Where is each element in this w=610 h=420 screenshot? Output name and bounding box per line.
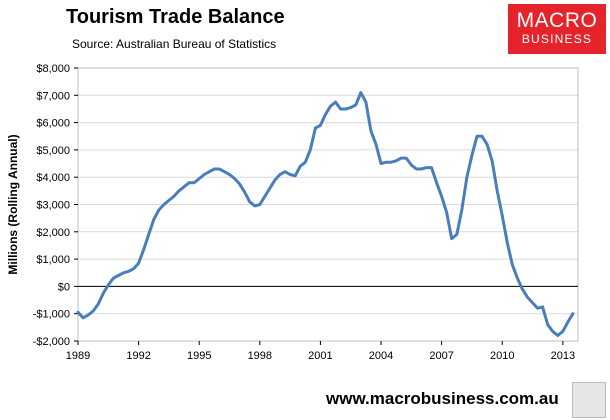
macrobusiness-logo: MACRO BUSINESS	[508, 4, 606, 54]
y-tick-label: $0	[58, 281, 70, 293]
y-tick-label: $6,000	[36, 118, 70, 130]
x-tick-label: 1989	[66, 350, 90, 362]
x-tick-label: 2010	[490, 350, 514, 362]
wolf-logo-icon	[572, 382, 606, 418]
website-url: www.macrobusiness.com.au	[326, 389, 559, 408]
series-group	[76, 91, 575, 337]
chart-source: Source: Australian Bureau of Statistics	[72, 37, 277, 51]
x-tick-label: 1992	[126, 350, 150, 362]
y-axis-label: Millions (Rolling Annual)	[6, 134, 20, 274]
x-tick-label: 1995	[187, 350, 211, 362]
x-tick-label: 2007	[429, 350, 453, 362]
y-tick-label: $1,000	[36, 254, 70, 266]
y-tick-label: $4,000	[36, 172, 70, 184]
y-tick-label: $3,000	[36, 200, 70, 212]
y-tick-label: $2,000	[36, 227, 70, 239]
logo-line-1: MACRO	[516, 9, 598, 32]
x-tick-label: 2001	[308, 350, 332, 362]
y-axis-ticks: $8,000 $7,000 $6,000 $5,000 $4,000 $3,000 $2,0…	[33, 63, 78, 348]
y-tick-label: $8,000	[36, 63, 70, 75]
y-tick-label: $5,000	[36, 145, 70, 157]
x-tick-label: 1998	[248, 350, 272, 362]
chart-title: Tourism Trade Balance	[66, 6, 285, 28]
x-axis-ticks: 1989 1992 1995 1998 2001 2004 2007 2010 2013	[66, 341, 575, 362]
x-tick-label: 2013	[551, 350, 575, 362]
logo-line-2: BUSINESS	[521, 32, 593, 46]
series-line	[76, 91, 575, 337]
y-tick-label: -$1,000	[33, 309, 70, 321]
y-tick-label: -$2,000	[33, 336, 70, 348]
x-tick-label: 2004	[369, 350, 393, 362]
y-tick-label: $7,000	[36, 90, 70, 102]
